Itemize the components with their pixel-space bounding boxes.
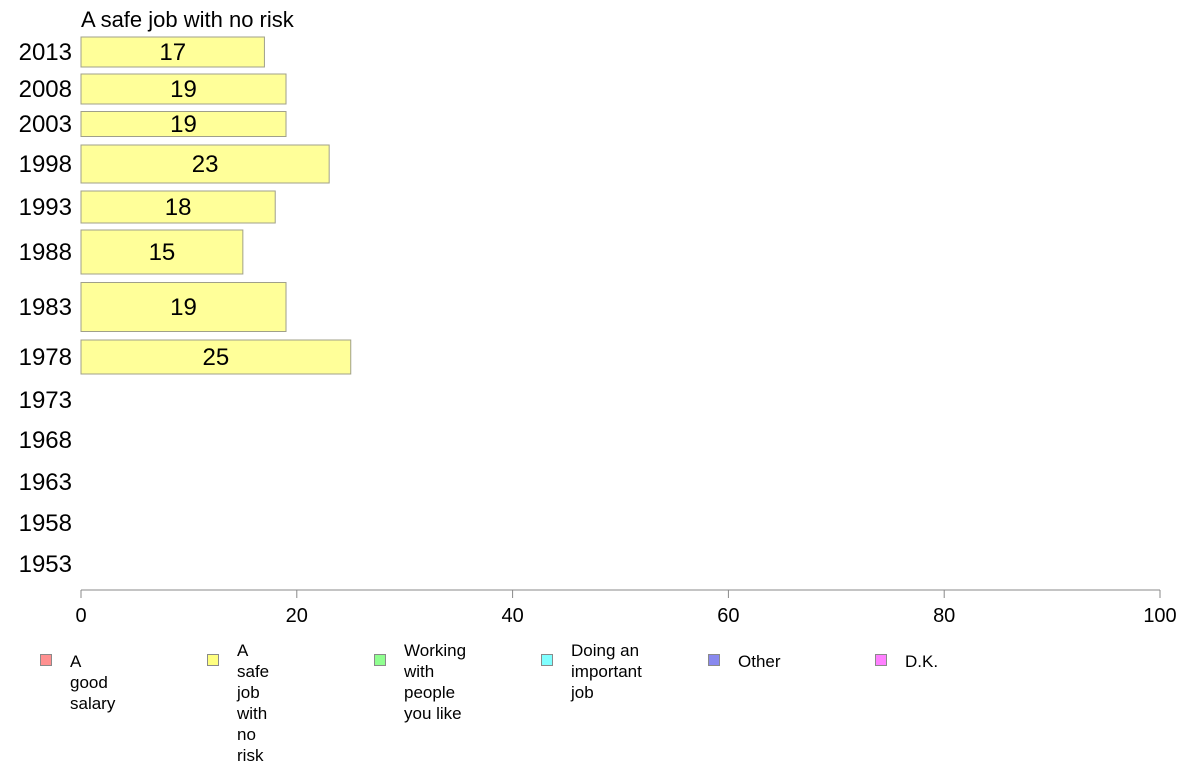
legend-swatch [374, 654, 386, 666]
legend: A good salary A safe job with no risk Work… [0, 640, 1188, 765]
y-tick-label: 1968 [19, 427, 72, 454]
data-label: 19 [170, 294, 197, 321]
x-tick-label: 80 [933, 605, 955, 627]
bar [80, 339, 352, 375]
legend-swatch [875, 654, 887, 666]
y-tick-label: 2003 [19, 111, 72, 138]
x-tick-label: 40 [501, 605, 523, 627]
chart-title: A safe job with no risk [81, 7, 295, 32]
bar [80, 111, 287, 137]
legend-label: Working with people you like [404, 641, 467, 723]
legend-label: A good salary [70, 652, 116, 713]
legend-swatch [708, 654, 720, 666]
x-tick-label: 0 [75, 605, 86, 627]
y-tick-label: 2013 [19, 39, 72, 66]
x-tick-label: 100 [1143, 605, 1176, 627]
data-label: 15 [149, 239, 176, 266]
data-label: 19 [170, 76, 197, 103]
y-tick-label: 1998 [19, 151, 72, 178]
data-label: 23 [192, 151, 219, 178]
legend-label: D.K. [905, 652, 939, 671]
bar [80, 190, 276, 224]
bar [80, 282, 287, 332]
legend-swatch [40, 654, 52, 666]
data-label: 18 [165, 194, 192, 221]
y-tick-label: 1953 [19, 551, 72, 578]
legend-label: Other [738, 652, 781, 671]
bar-chart: A safe job with no risk 2013 17 2008 19 2003… [19, 7, 1177, 627]
y-tick-label: 1973 [19, 387, 72, 414]
bar [80, 144, 330, 184]
y-tick-label: 2008 [19, 76, 72, 103]
x-tick-label: 60 [717, 605, 739, 627]
y-tick-label: 1983 [19, 294, 72, 321]
legend-swatch [541, 654, 553, 666]
x-tick-label: 20 [286, 605, 308, 627]
data-label: 25 [203, 344, 230, 371]
bar [80, 36, 265, 68]
legend-swatch [207, 654, 219, 666]
bar [80, 73, 287, 105]
y-tick-label: 1963 [19, 469, 72, 496]
legend-label: A safe job with no risk [237, 641, 270, 765]
data-label: 19 [170, 111, 197, 138]
y-tick-label: 1993 [19, 194, 72, 221]
y-tick-label: 1988 [19, 239, 72, 266]
bar [80, 229, 244, 275]
y-tick-label: 1958 [19, 510, 72, 537]
legend-label: Doing an important job [571, 641, 642, 702]
y-tick-label: 1978 [19, 344, 72, 371]
data-label: 17 [159, 39, 186, 66]
